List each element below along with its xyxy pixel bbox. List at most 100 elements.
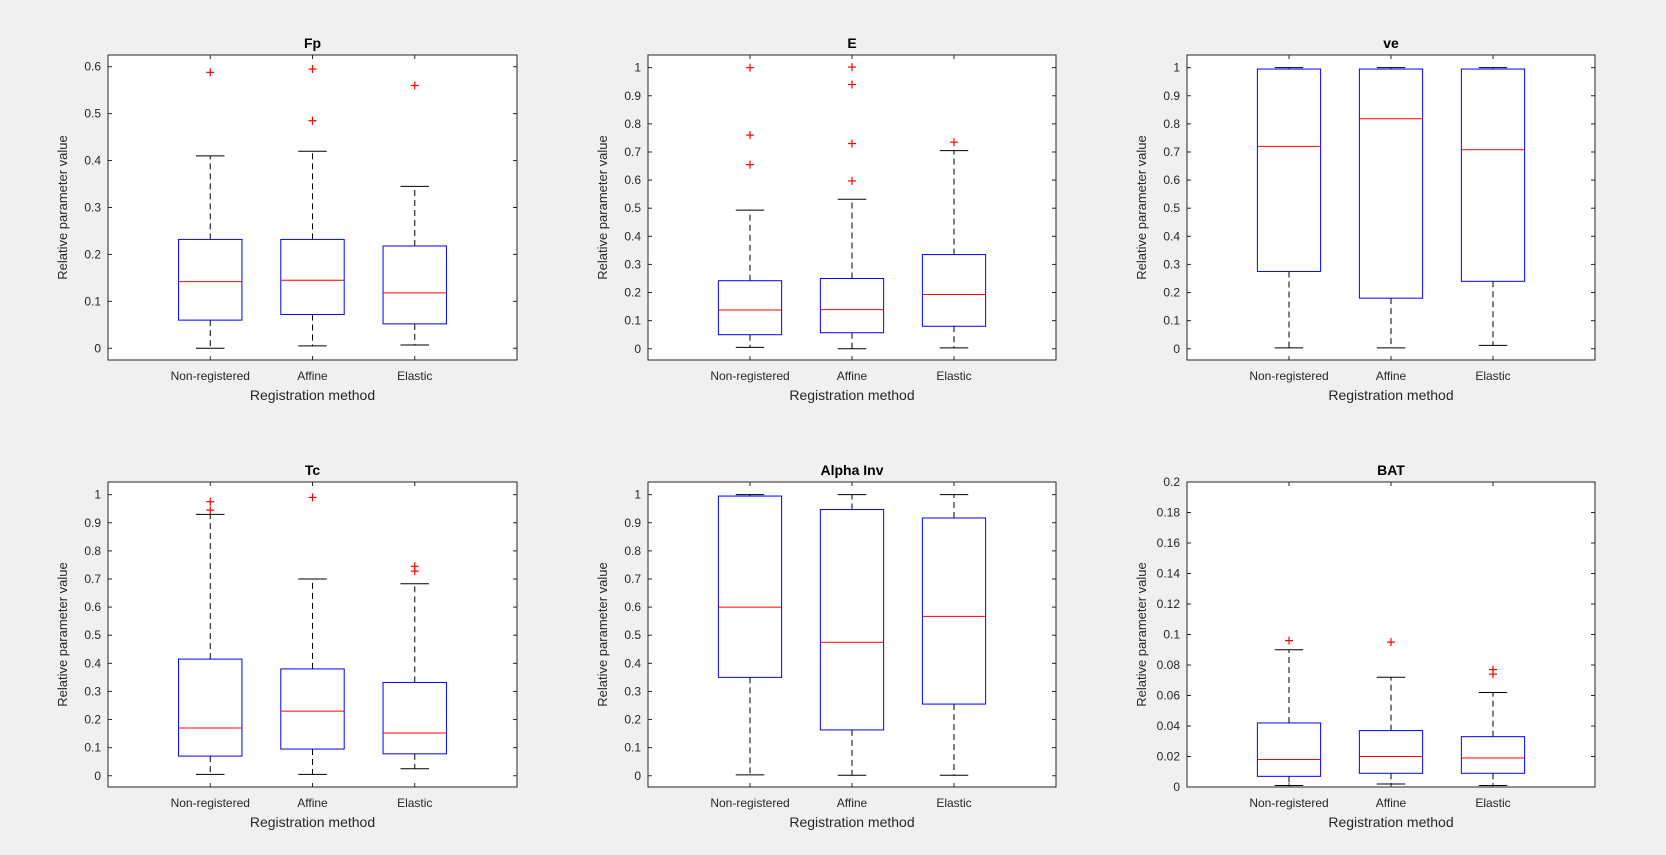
x-category-label: Affine [1376, 796, 1407, 810]
x-category-label: Non-registered [1249, 369, 1328, 383]
x-category-label: Non-registered [1249, 796, 1328, 810]
y-tick-label: 0 [1173, 780, 1180, 794]
y-tick-label: 0 [634, 342, 641, 356]
y-tick-label: 0.4 [1163, 229, 1180, 243]
box-affine [819, 494, 885, 776]
y-tick-label: 0.6 [624, 173, 641, 187]
iqr-box [382, 681, 447, 755]
y-tick-label: 0.7 [624, 572, 641, 586]
iqr-box [280, 238, 345, 315]
y-tick-label: 0.1 [84, 294, 101, 308]
x-category-label: Affine [297, 369, 328, 383]
y-tick-label: 0.7 [624, 145, 641, 159]
y-tick-label: 0.5 [624, 201, 641, 215]
outlier-marker [206, 497, 215, 506]
y-tick-label: 0.1 [1163, 314, 1180, 328]
axes-background [1187, 482, 1595, 787]
y-tick-label: 0.2 [624, 286, 641, 300]
y-tick-label: 0.2 [624, 713, 641, 727]
y-tick-label: 0.9 [624, 516, 641, 530]
chart-title: Alpha Inv [820, 462, 883, 478]
x-category-label: Elastic [1475, 369, 1510, 383]
outlier-marker [1489, 670, 1497, 679]
outlier-marker [308, 65, 317, 74]
y-tick-label: 0.1 [1163, 628, 1180, 642]
x-category-label: Non-registered [171, 369, 250, 383]
x-category-label: Affine [297, 796, 328, 810]
y-tick-label: 1 [634, 488, 641, 502]
y-tick-label: 0.4 [84, 656, 101, 670]
axes-frame [107, 54, 518, 361]
y-tick-label: 0.18 [1157, 506, 1181, 520]
y-tick-label: 0.08 [1157, 658, 1181, 672]
box-elastic [1460, 67, 1526, 346]
iqr-box [1460, 68, 1526, 282]
x-category-label: Elastic [936, 369, 971, 383]
y-tick-label: 0.3 [624, 257, 641, 271]
outlier-marker [950, 138, 958, 147]
y-tick-label: 1 [94, 488, 101, 502]
y-axis-label: Relative parameter value [595, 135, 610, 280]
box-non-registered [1256, 67, 1322, 349]
axes-background [1187, 55, 1595, 360]
axes-frame [647, 54, 1057, 361]
iqr-box [819, 509, 885, 731]
x-category-label: Elastic [1475, 796, 1510, 810]
iqr-box [921, 517, 987, 705]
x-category-label: Non-registered [710, 796, 789, 810]
x-category-label: Elastic [397, 796, 432, 810]
y-tick-label: 0.8 [624, 117, 641, 131]
iqr-box [1358, 68, 1424, 299]
y-tick-label: 0.06 [1157, 689, 1181, 703]
y-axis-label: Relative parameter value [55, 135, 70, 280]
y-tick-label: 0.8 [624, 544, 641, 558]
box-non-registered [1256, 636, 1322, 786]
y-tick-label: 0.2 [1163, 286, 1180, 300]
x-category-label: Elastic [397, 369, 432, 383]
y-tick-label: 0.6 [84, 600, 101, 614]
box-non-registered [178, 68, 243, 349]
y-tick-label: 0.9 [1163, 89, 1180, 103]
iqr-box [1358, 730, 1424, 774]
y-tick-label: 0.1 [84, 741, 101, 755]
y-tick-label: 0.3 [1163, 257, 1180, 271]
y-tick-label: 0.04 [1157, 719, 1181, 733]
y-axis-label: Relative parameter value [55, 562, 70, 707]
y-tick-label: 0.7 [84, 572, 101, 586]
x-axis-label: Registration method [250, 387, 375, 403]
box-elastic [921, 494, 987, 776]
iqr-box [1256, 722, 1322, 777]
y-tick-label: 0.2 [84, 713, 101, 727]
y-tick-label: 0 [1173, 342, 1180, 356]
y-tick-label: 0.2 [1163, 475, 1180, 489]
subplot-1: 0 0.1 0.2 0.3 0.4 0.5 0.6 0.7 0.8 0.9 1 Non-registe… [595, 35, 1057, 403]
y-axis-label: Relative parameter value [1134, 135, 1149, 280]
chart-title: Tc [305, 462, 321, 478]
x-axis-label: Registration method [250, 814, 375, 830]
chart-title: BAT [1377, 462, 1405, 478]
outlier-marker [848, 63, 856, 72]
box-non-registered [178, 497, 243, 775]
y-axis-label: Relative parameter value [595, 562, 610, 707]
x-axis-label: Registration method [789, 387, 914, 403]
outlier-marker [410, 567, 419, 576]
chart-title: Fp [304, 35, 321, 51]
subplot-0: 0 0.1 0.2 0.3 0.4 0.5 0.6 Non-registered Affine E… [55, 35, 518, 403]
outlier-marker [410, 81, 419, 90]
box-affine [280, 493, 345, 775]
iqr-box [717, 495, 783, 678]
x-category-label: Non-registered [171, 796, 250, 810]
box-non-registered [717, 494, 783, 776]
box-elastic [382, 562, 447, 770]
outlier-marker [308, 493, 317, 502]
outlier-marker [848, 176, 856, 185]
y-tick-label: 0.9 [84, 516, 101, 530]
x-category-label: Elastic [936, 796, 971, 810]
box-elastic [1460, 665, 1526, 786]
y-tick-label: 0.3 [84, 201, 101, 215]
x-category-label: Affine [1376, 369, 1407, 383]
chart-title: ve [1383, 35, 1399, 51]
chart-title: E [847, 35, 856, 51]
iqr-box [921, 254, 987, 327]
y-tick-label: 0.12 [1157, 597, 1181, 611]
